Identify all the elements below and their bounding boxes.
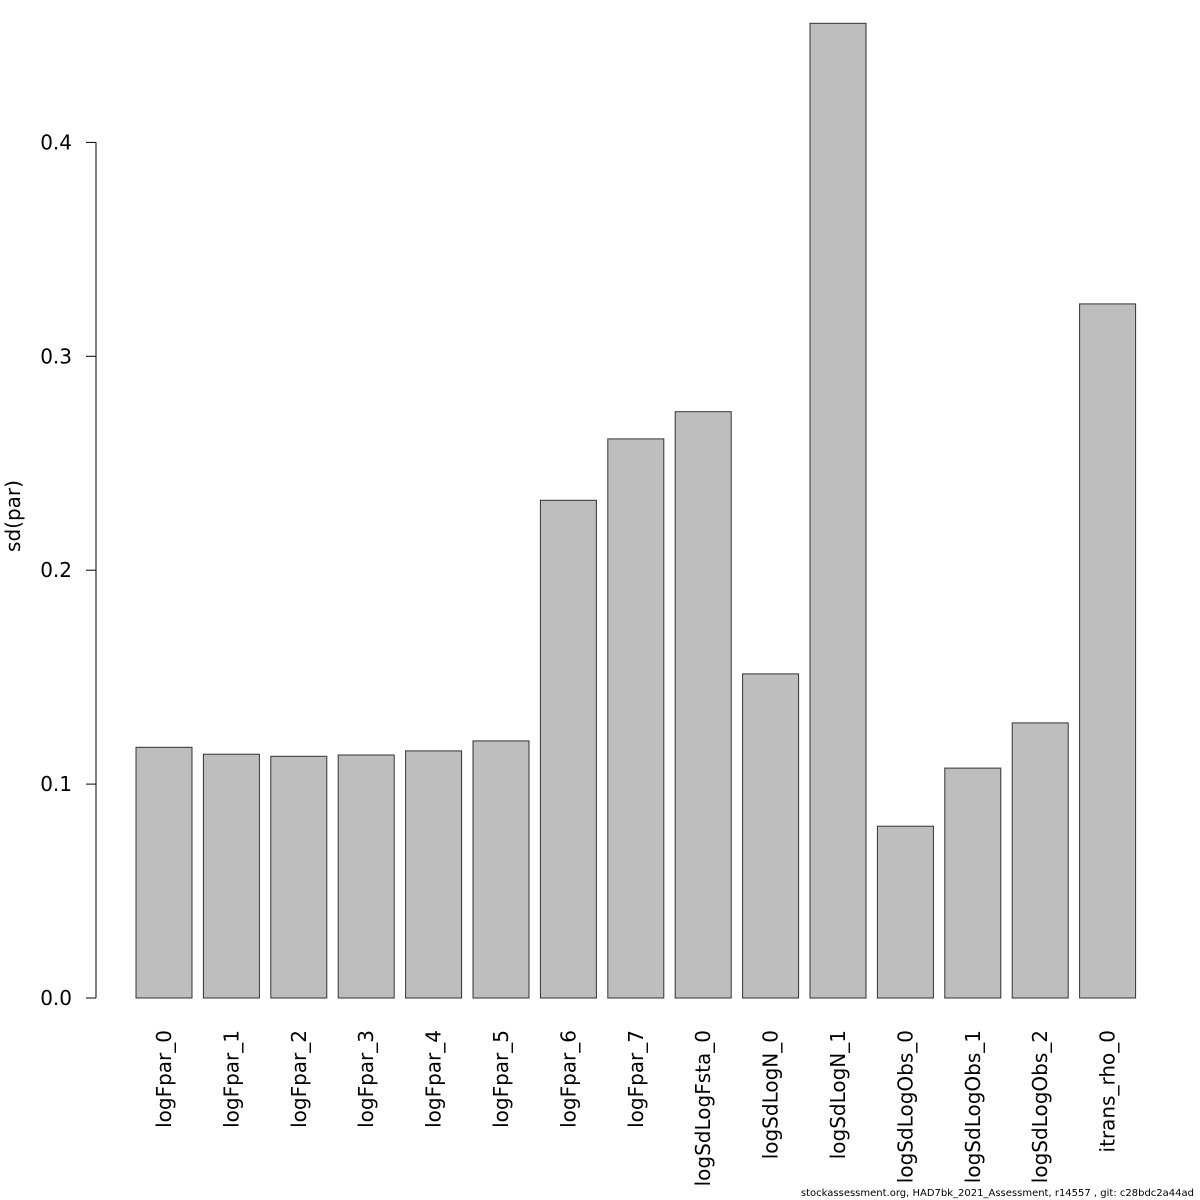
bar-logSdLogObs_2 [1011,722,1069,999]
x-tick-label: logSdLogN_0 [759,1030,783,1159]
bar-logSdLogN_0 [742,673,800,999]
bar-logSdLogFsta_0 [674,411,732,999]
bar-logFpar_0 [135,746,193,999]
bars-group [135,22,1137,999]
bar-logSdLogObs_0 [876,825,934,999]
x-tick-label: logSdLogObs_2 [1028,1030,1052,1183]
y-tick-label: 0.0 [40,986,72,1010]
y-tick-label: 0.4 [40,130,72,154]
x-tick-label: logSdLogObs_1 [961,1030,985,1183]
bar-logFpar_7 [607,438,665,999]
x-tick-label: logSdLogFsta_0 [691,1030,715,1186]
x-tick-label: logSdLogN_1 [826,1030,850,1159]
bar-itrans_rho_0 [1079,303,1137,999]
y-axis-label: sd(par) [1,480,25,552]
x-tick-label: logFpar_7 [624,1030,648,1128]
x-tick-label: logSdLogObs_0 [893,1030,917,1183]
x-tick-label: logFpar_6 [556,1030,580,1128]
bar-logSdLogObs_1 [944,767,1002,999]
bar-logFpar_4 [405,750,463,999]
x-tick-label: logFpar_5 [489,1030,513,1128]
bar-logFpar_3 [337,754,395,999]
y-tick-label: 0.1 [40,772,72,796]
x-tick-labels: logFpar_0 logFpar_1 logFpar_2 logFpar_3 logF… [152,1030,1120,1186]
y-axis: 0.0 0.1 0.2 0.3 0.4 [40,130,97,1010]
y-tick-label: 0.3 [40,344,72,368]
x-tick-label: logFpar_1 [219,1030,243,1128]
x-tick-label: logFpar_2 [287,1030,311,1128]
y-tick-label: 0.2 [40,558,72,582]
bar-logFpar_2 [270,755,328,999]
x-tick-label: logFpar_4 [422,1030,446,1128]
bar-logFpar_5 [472,740,530,999]
bar-logSdLogN_1 [809,22,867,999]
x-tick-label: logFpar_0 [152,1030,176,1128]
bar-logFpar_1 [202,753,260,999]
footer-credit: stockassessment.org, HAD7bk_2021_Assessm… [800,1188,1194,1199]
x-tick-label: itrans_rho_0 [1096,1030,1120,1152]
x-tick-label: logFpar_3 [354,1030,378,1128]
bar-logFpar_6 [539,499,597,999]
